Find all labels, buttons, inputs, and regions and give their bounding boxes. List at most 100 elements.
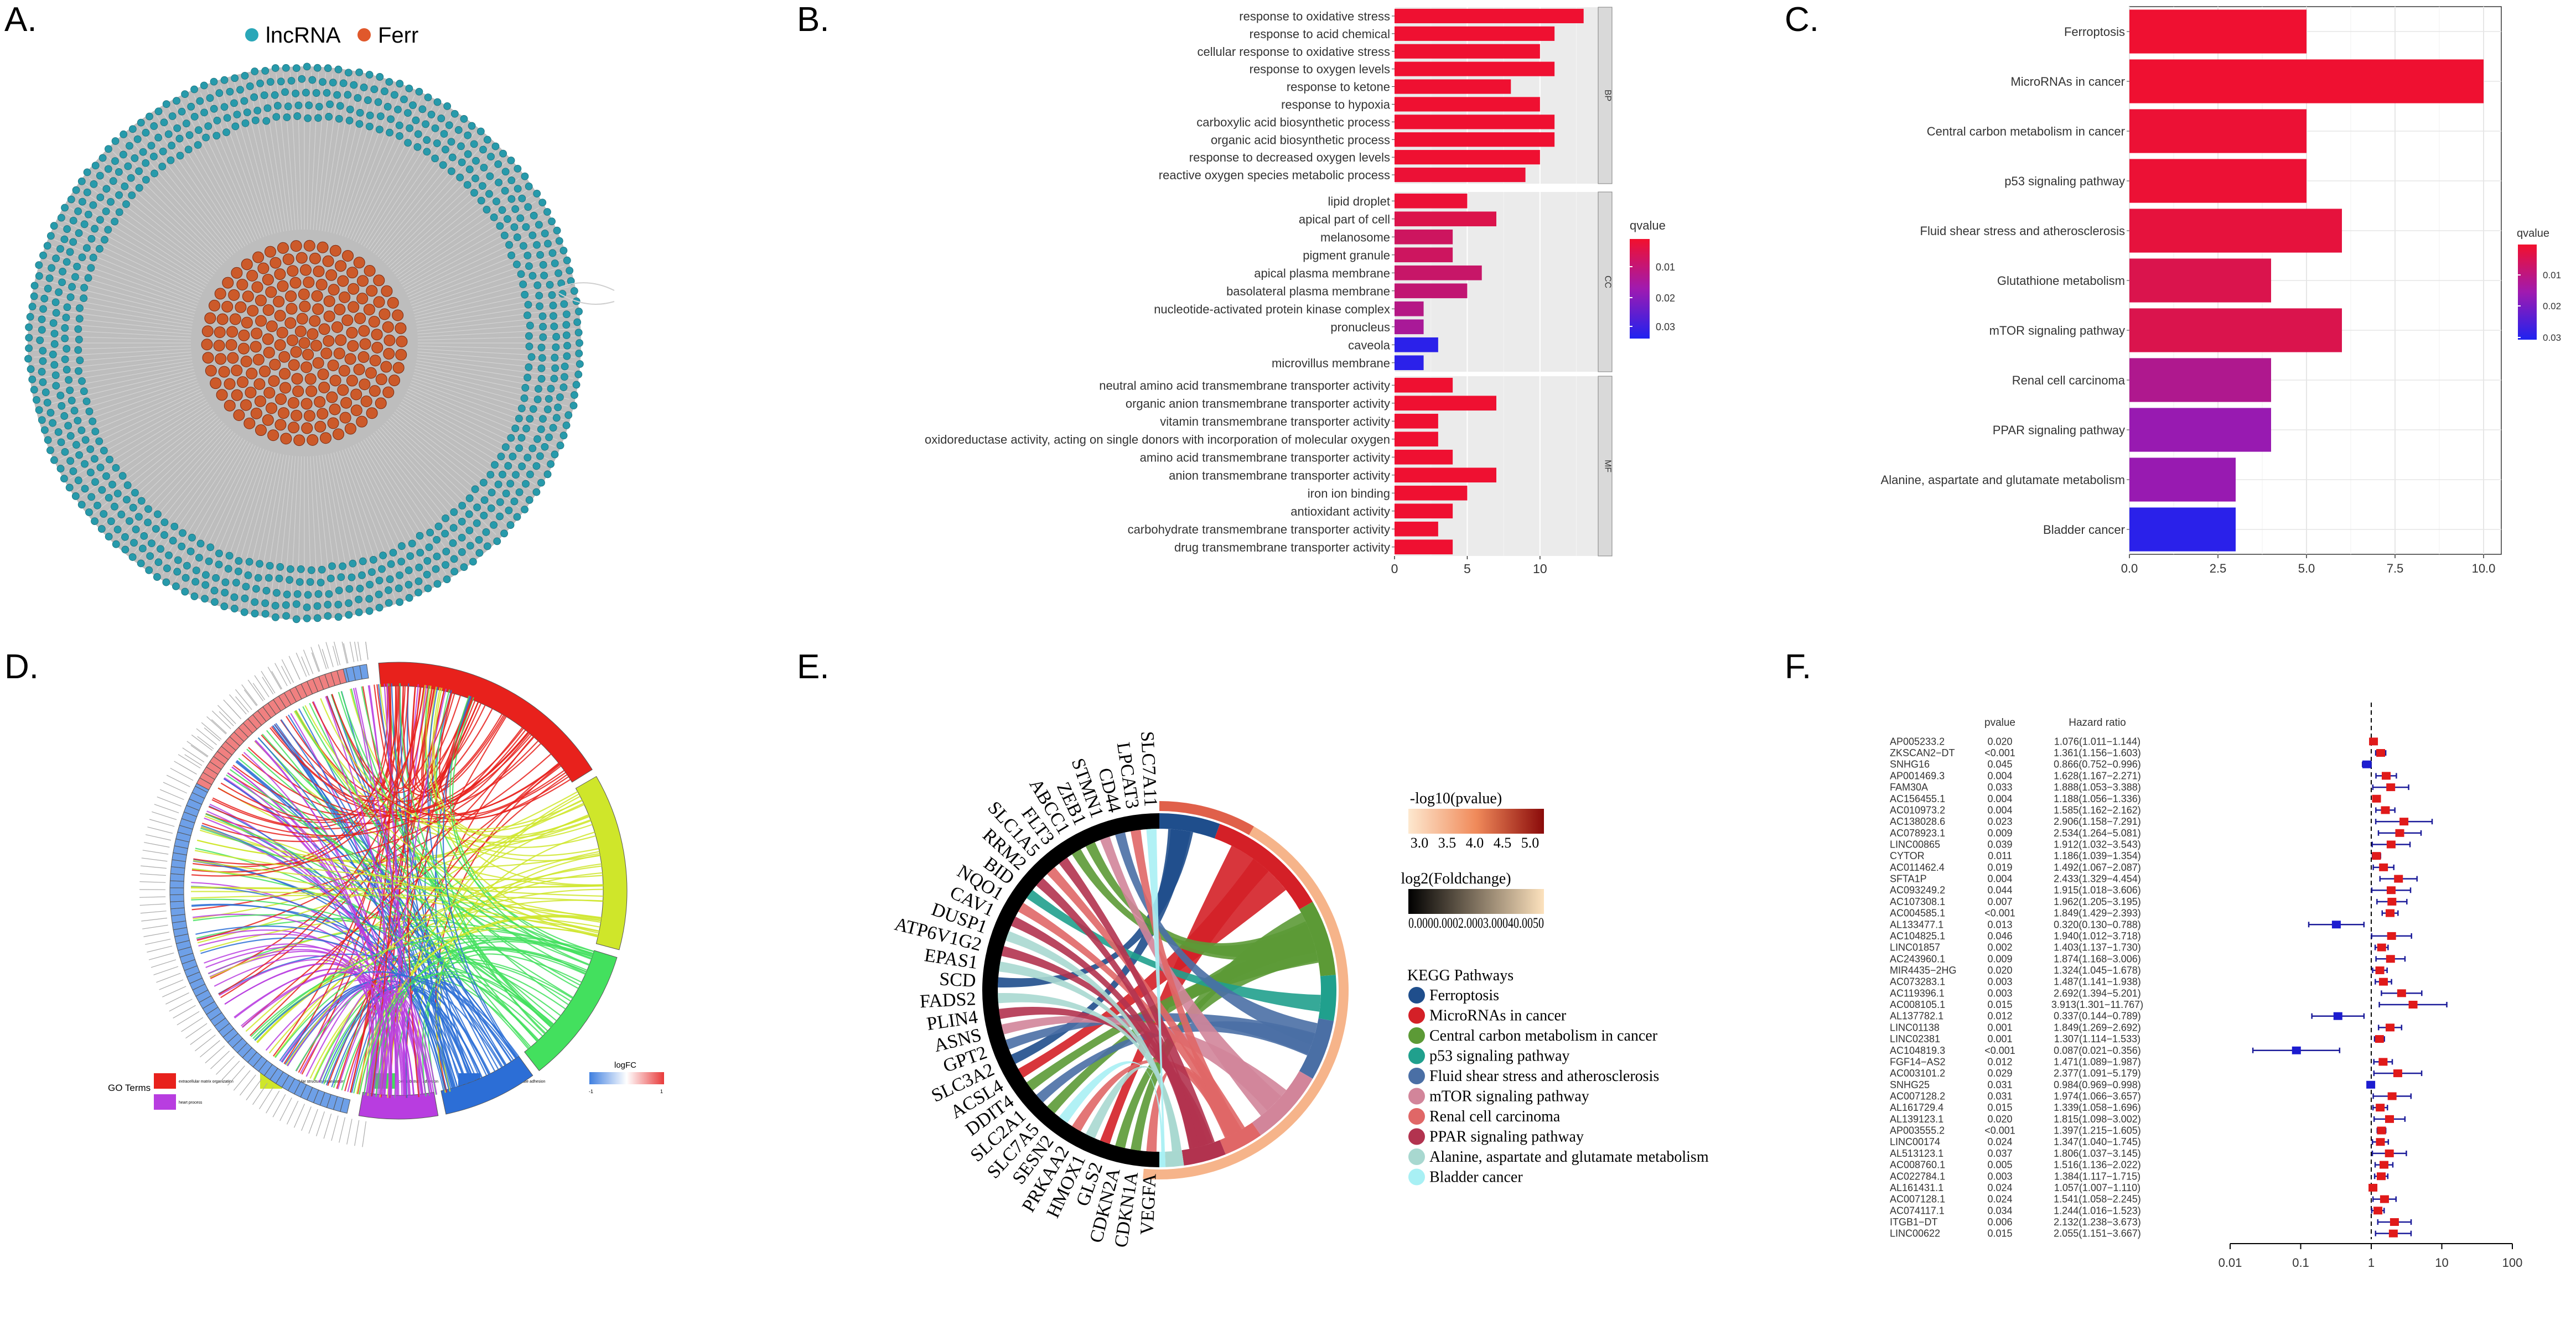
chord-link — [241, 728, 524, 818]
lncrna-node — [517, 404, 526, 413]
hr-cell: 0.320(0.130−0.788) — [2054, 919, 2141, 930]
lncrna-node — [470, 140, 478, 148]
hr-cell: 1.915(1.018−3.606) — [2054, 885, 2141, 896]
edge-line — [415, 286, 570, 320]
edge-line — [403, 213, 543, 289]
edge-line — [139, 127, 236, 253]
hr-point — [2373, 1207, 2383, 1215]
lncrna-node — [115, 168, 123, 176]
lncrna-node — [81, 460, 89, 468]
chord-link — [257, 925, 598, 1043]
chord-link — [295, 710, 503, 802]
lncrna-node — [493, 197, 500, 206]
lncrna-node — [562, 310, 571, 319]
qvalue-legend-title: qvalue — [2517, 227, 2549, 240]
lncrna-node — [80, 220, 89, 228]
ferr-node — [262, 414, 274, 426]
ferr-node — [366, 407, 378, 419]
edge-line — [72, 402, 208, 485]
pvalue-tick-label: 4.5 — [1494, 835, 1512, 851]
ferr-node — [266, 402, 278, 414]
lncrna-node — [211, 598, 219, 606]
edge-line — [34, 351, 191, 365]
edge-line — [117, 425, 227, 540]
lncrna-node — [416, 532, 424, 540]
hr-cell: 2.906(1.158−7.291) — [2054, 816, 2141, 827]
lncrna-node — [277, 77, 285, 86]
hr-cell: 1.806(1.037−3.145) — [2054, 1148, 2141, 1159]
lncrna-node — [172, 582, 180, 590]
lncrna-node — [424, 584, 432, 592]
hr-cell: 1.361(1.156−1.603) — [2054, 747, 2141, 758]
edge-line — [48, 252, 198, 306]
edge-line — [401, 402, 536, 485]
chord-link — [338, 692, 569, 1006]
gene-name: AL137782.1 — [1890, 1011, 1943, 1022]
lncrna-node — [427, 111, 436, 118]
x-tick-label: 10.0 — [2472, 562, 2496, 575]
ferr-node — [290, 346, 302, 358]
lncrna-node — [27, 365, 35, 373]
lncrna-node — [39, 305, 47, 313]
lncrna-node — [78, 253, 86, 262]
gene-name: AC022784.1 — [1890, 1171, 1945, 1182]
lncrna-node — [194, 141, 202, 149]
lncrna-node — [345, 117, 354, 124]
lncrna-node — [154, 510, 162, 518]
lncrna-node — [524, 454, 532, 462]
gene-label-mark — [310, 647, 320, 672]
edge-line — [310, 72, 319, 230]
edge-line — [410, 245, 558, 303]
lncrna-node — [552, 414, 561, 422]
edge-line — [324, 454, 354, 610]
lncrna-node — [507, 434, 515, 442]
edge-line — [361, 441, 440, 578]
ferr-node — [348, 283, 360, 295]
pvalue-colorbar — [1408, 809, 1544, 834]
gene-name: AC093249.2 — [1890, 885, 1945, 896]
lncrna-node — [178, 107, 186, 116]
legend-label: Fluid shear stress and atherosclerosis — [1429, 1068, 1659, 1085]
pvalue-cell: 0.007 — [1987, 896, 2012, 907]
lncrna-node — [334, 613, 343, 621]
ferr-node — [353, 363, 365, 376]
lncrna-node — [68, 283, 76, 291]
ferr-node — [309, 252, 321, 264]
lncrna-node — [366, 580, 374, 589]
lncrna-node — [344, 91, 352, 99]
edge-line — [63, 394, 204, 466]
lncrna-node — [458, 502, 467, 510]
x-tick-label: 1 — [2368, 1256, 2375, 1270]
ferr-node — [307, 328, 319, 340]
lncrna-node — [350, 81, 358, 89]
foldchange-ticks: 0.0000.0002.0003.00040.0050 — [1408, 915, 1544, 931]
edge-line — [339, 85, 388, 236]
edge-line — [40, 279, 194, 317]
edge-line — [333, 81, 375, 234]
ferr-node — [323, 335, 335, 347]
lncrna-node — [240, 608, 248, 616]
lncrna-node — [317, 579, 325, 586]
edge-line — [319, 455, 340, 612]
edge-line — [410, 383, 558, 441]
ferr-node — [246, 269, 258, 282]
ferr-node — [304, 373, 317, 385]
lncrna-node — [334, 65, 343, 74]
edge-line — [33, 335, 191, 341]
bar-bp — [1395, 97, 1540, 112]
hr-point — [2408, 1001, 2418, 1009]
lncrna-node — [240, 97, 248, 105]
lncrna-node — [348, 573, 356, 581]
lncrna-node — [562, 321, 571, 329]
term-label: response to oxidative stress — [1239, 9, 1390, 23]
lncrna-node — [154, 133, 163, 142]
lncrna-node — [433, 98, 442, 106]
lncrna-node — [563, 352, 571, 360]
chord-link — [395, 993, 398, 1098]
lncrna-node — [546, 280, 554, 289]
lncrna-node — [524, 203, 532, 211]
lncrna-node — [170, 522, 179, 531]
lncrna-node — [425, 543, 433, 552]
ferr-node — [335, 260, 347, 272]
pvalue-cell: <0.001 — [1984, 1045, 2015, 1056]
